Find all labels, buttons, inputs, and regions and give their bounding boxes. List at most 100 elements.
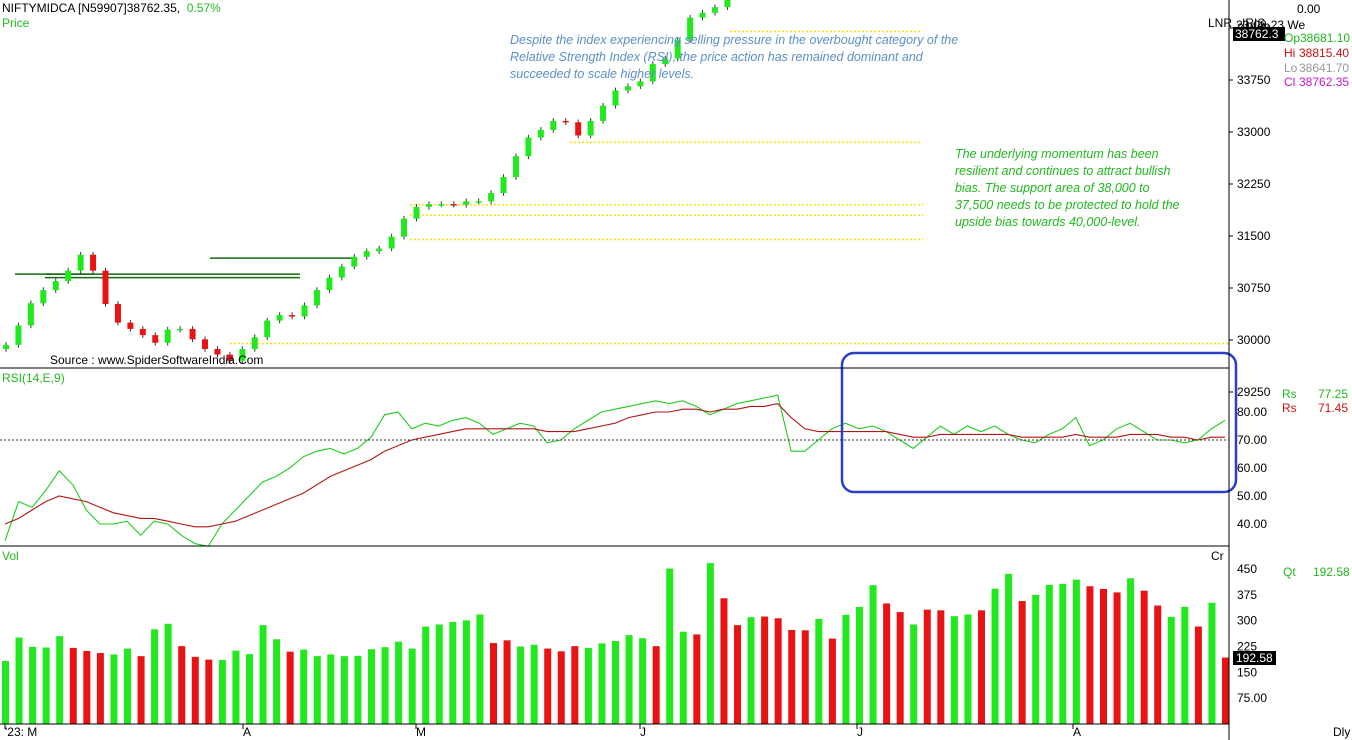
rsi-highlight-box bbox=[840, 351, 1238, 494]
volume-bar bbox=[639, 638, 647, 724]
volume-bar bbox=[2, 660, 9, 724]
candle-body bbox=[488, 193, 495, 202]
volume-bar bbox=[1181, 606, 1189, 724]
rsi-tick-label: 80.00 bbox=[1237, 405, 1267, 419]
volume-bar bbox=[232, 650, 240, 724]
volume-bar bbox=[517, 646, 525, 724]
volume-bar bbox=[679, 631, 687, 724]
volume-bar bbox=[544, 648, 552, 724]
volume-bar bbox=[896, 612, 904, 724]
volume-bar bbox=[1045, 584, 1053, 724]
volume-bar bbox=[218, 659, 226, 724]
volume-bar bbox=[313, 656, 321, 724]
x-tick-label: '23: M bbox=[5, 725, 37, 739]
vol-qt-label: Qt bbox=[1283, 565, 1296, 579]
volume-bar bbox=[462, 620, 470, 724]
vol-tick-label: 225 bbox=[1237, 640, 1257, 654]
symbol-name: NIFTYMIDCA [N59907] bbox=[2, 1, 127, 15]
volume-bar bbox=[923, 609, 931, 724]
candle-body bbox=[264, 320, 271, 338]
volume-bar bbox=[1018, 601, 1026, 724]
candle-body bbox=[475, 201, 482, 203]
volume-bar bbox=[1127, 578, 1135, 724]
volume-bar bbox=[584, 647, 592, 724]
candle-body bbox=[251, 337, 258, 350]
axes: 3825037500367503600035250345003375033000… bbox=[0, 0, 1271, 740]
iris-label: IRIS bbox=[1242, 16, 1266, 30]
volume-bar bbox=[978, 610, 985, 724]
candle-body bbox=[15, 325, 22, 345]
volume-bar bbox=[259, 625, 267, 724]
volume-bar bbox=[137, 656, 145, 724]
candle-body bbox=[102, 270, 109, 304]
volume-bar bbox=[273, 639, 281, 724]
annotation-mid-line1: The underlying momentum has been bbox=[955, 147, 1159, 161]
price-tick-label: 33000 bbox=[1237, 125, 1271, 139]
price-tag: 38762.3 bbox=[1233, 27, 1285, 41]
candle-body bbox=[276, 315, 283, 321]
volume-bar bbox=[164, 623, 172, 724]
rsi-tick-label: 40.00 bbox=[1237, 517, 1267, 531]
volume-bar bbox=[1154, 605, 1162, 724]
candle-body bbox=[202, 339, 209, 350]
rsi-label: RSI(14,E,9) bbox=[2, 371, 65, 385]
candle-body bbox=[587, 120, 594, 136]
ohlc-high-label: Hi bbox=[1284, 46, 1296, 60]
candle-body bbox=[649, 64, 656, 82]
candle-body bbox=[289, 315, 296, 317]
volume-bar bbox=[178, 646, 186, 724]
volume-bar bbox=[354, 655, 362, 724]
annotation-mid: The underlying momentum has been resilie… bbox=[955, 146, 1179, 231]
volume-bar bbox=[1167, 616, 1175, 724]
volume-bar bbox=[666, 568, 674, 724]
volume-bar bbox=[435, 624, 443, 724]
annotation-top-line1: Despite the index experiencing selling p… bbox=[510, 33, 959, 47]
vol-tag: 192.58 bbox=[1233, 651, 1276, 665]
rsi-rs2-label: Rs bbox=[1282, 401, 1297, 415]
volume-bar bbox=[761, 616, 769, 724]
volume-bar bbox=[1059, 583, 1067, 724]
candle-body bbox=[662, 58, 669, 65]
volume-bar bbox=[693, 634, 701, 724]
volume-bar bbox=[964, 614, 972, 724]
candle-body bbox=[313, 290, 320, 306]
source-credit: Source : www.SpiderSoftwareIndia.Com bbox=[50, 353, 264, 367]
annotation-mid-line2: resilient and continues to attract bulli… bbox=[955, 164, 1171, 178]
rsi-signal-line bbox=[4, 403, 1225, 528]
x-tick-label: J bbox=[857, 725, 863, 739]
candle-body bbox=[3, 344, 9, 350]
volume-bar bbox=[205, 659, 213, 724]
price-tick-label: 31500 bbox=[1237, 229, 1271, 243]
rsi-rs1-label: Rs bbox=[1282, 387, 1297, 401]
ohlc-close-label: Cl bbox=[1284, 75, 1296, 89]
volume-bar bbox=[340, 656, 348, 724]
volume-bar bbox=[1086, 586, 1094, 724]
volume-bar bbox=[747, 617, 755, 724]
candle-body bbox=[326, 277, 333, 291]
candle-body bbox=[77, 254, 84, 271]
candle-body bbox=[525, 137, 532, 157]
volume-bar bbox=[774, 618, 782, 724]
price-tick-label: 30750 bbox=[1237, 281, 1271, 295]
candle-body bbox=[189, 328, 196, 340]
volume-bar bbox=[110, 654, 118, 724]
volume-bar bbox=[991, 588, 999, 724]
vol-qt-value: 192.58 bbox=[1313, 565, 1350, 579]
candle-body bbox=[177, 328, 184, 331]
volume-bar bbox=[842, 614, 850, 724]
volume-bar bbox=[151, 629, 159, 724]
volume-bar bbox=[124, 648, 131, 724]
volume-bar bbox=[42, 647, 50, 724]
volume-bar bbox=[83, 650, 91, 724]
candle-body bbox=[575, 122, 582, 136]
rsi-line bbox=[4, 394, 1226, 548]
ohlc-low-value: 38641.70 bbox=[1299, 61, 1350, 75]
header-symbol: NIFTYMIDCA [N59907]38762.35, 0.57% bbox=[2, 1, 221, 15]
rsi-tick-label: 70.00 bbox=[1237, 433, 1267, 447]
candle-body bbox=[301, 305, 308, 317]
x-tick-label: A bbox=[243, 725, 251, 739]
vol-label: Vol bbox=[2, 549, 19, 563]
vol-tick-label: 300 bbox=[1237, 614, 1257, 628]
volume-bar bbox=[191, 656, 199, 724]
volume-bar bbox=[828, 638, 836, 724]
